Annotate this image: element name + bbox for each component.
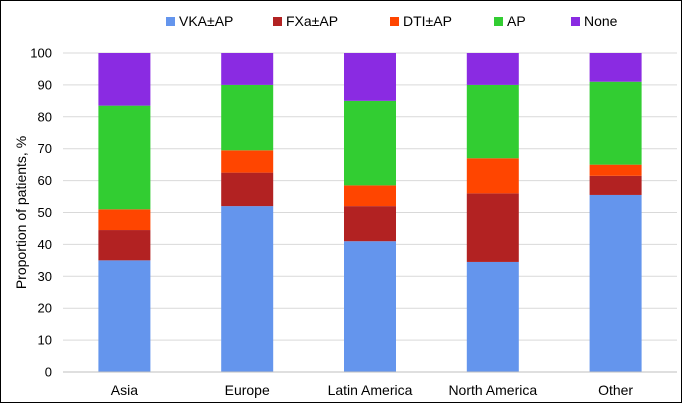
y-tick-label: 100 [30, 46, 52, 61]
y-tick-label: 30 [38, 269, 52, 284]
x-category-label: Europe [225, 382, 270, 398]
x-axis-categories: Asia Europe Latin America North America Othe… [111, 382, 634, 398]
bar-segment-other-4 [589, 53, 642, 82]
bar-segment-latin-america-3 [344, 100, 396, 186]
legend-label: None [584, 13, 618, 29]
y-tick-label: 70 [38, 141, 52, 156]
y-tick-label: 90 [38, 77, 52, 92]
bars [98, 53, 642, 372]
bar-segment-north-america-0 [466, 261, 519, 372]
y-tick-label: 10 [38, 333, 52, 348]
bar-segment-other-3 [589, 81, 642, 165]
bar-segment-north-america-4 [466, 53, 519, 85]
y-tick-label: 50 [38, 205, 52, 220]
bar-segment-other-1 [589, 175, 642, 195]
y-tick-label: 40 [38, 237, 52, 252]
bar-segment-asia-1 [98, 230, 151, 261]
y-tick-label: 60 [38, 173, 52, 188]
bar-segment-other-0 [589, 194, 642, 372]
y-tick-label: 0 [45, 365, 52, 380]
legend-swatch [571, 17, 580, 26]
bar-segment-asia-2 [98, 209, 151, 231]
legend: VKA±AP FXa±AP DTI±AP AP None [166, 13, 618, 29]
y-axis-ticks: 0 10 20 30 40 50 60 70 80 90 100 [30, 46, 52, 380]
bar-segment-latin-america-1 [344, 206, 396, 242]
legend-swatch [494, 17, 503, 26]
bar-segment-latin-america-2 [344, 185, 396, 207]
legend-label: AP [507, 13, 526, 29]
bar-segment-north-america-2 [466, 158, 519, 194]
bar-segment-latin-america-4 [344, 53, 396, 101]
bar-segment-north-america-3 [466, 84, 519, 159]
bar-segment-asia-4 [98, 53, 151, 106]
bar-segment-europe-0 [221, 206, 274, 372]
legend-label: DTI±AP [403, 13, 452, 29]
y-axis-label: Proportion of patients, % [13, 136, 29, 289]
x-category-label: North America [448, 382, 537, 398]
legend-swatch [390, 17, 399, 26]
legend-swatch [273, 17, 282, 26]
legend-swatch [166, 17, 175, 26]
x-category-label: Latin America [328, 382, 413, 398]
x-category-label: Asia [111, 382, 138, 398]
legend-label: VKA±AP [179, 13, 233, 29]
bar-segment-asia-3 [98, 105, 151, 210]
x-category-label: Other [598, 382, 633, 398]
bar-segment-other-2 [589, 164, 642, 176]
y-tick-label: 20 [38, 301, 52, 316]
bar-segment-europe-4 [221, 53, 274, 85]
bar-segment-europe-1 [221, 172, 274, 207]
legend-label: FXa±AP [286, 13, 338, 29]
bar-segment-north-america-1 [466, 193, 519, 262]
bar-segment-asia-0 [98, 260, 151, 372]
bar-segment-europe-3 [221, 84, 274, 151]
bar-segment-europe-2 [221, 150, 274, 173]
bar-segment-latin-america-0 [344, 241, 396, 372]
y-tick-label: 80 [38, 109, 52, 124]
